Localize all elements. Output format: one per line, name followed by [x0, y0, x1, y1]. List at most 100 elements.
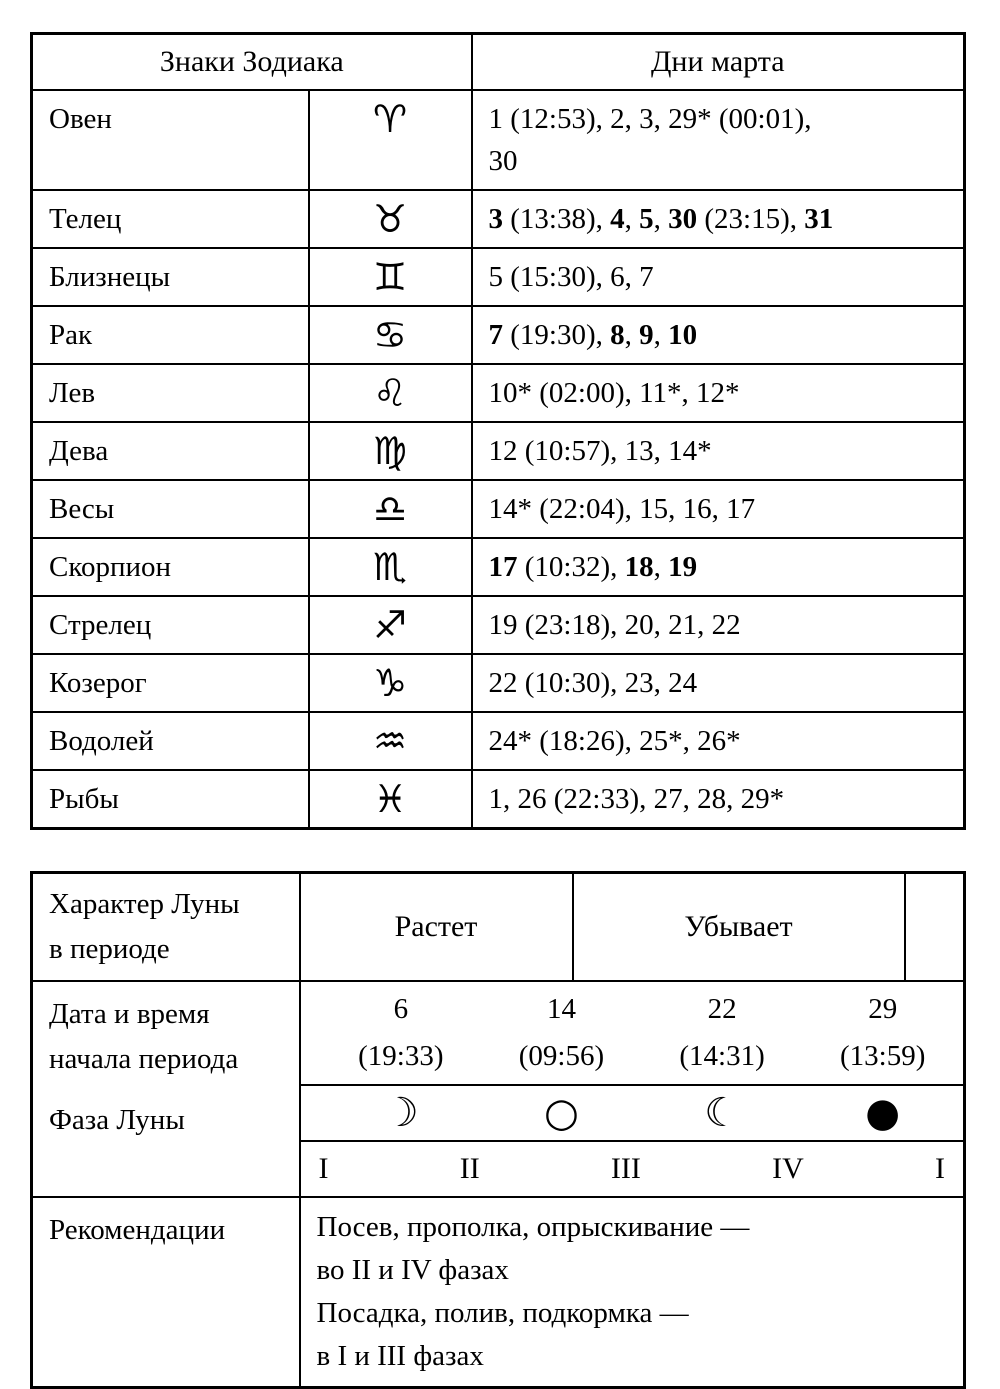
date-day: 29: [868, 992, 898, 1025]
recommendations-row: Рекомендации Посев, прополка, опрыскиван…: [30, 1195, 966, 1388]
day-segment: ,: [653, 550, 669, 583]
date-time: (13:59): [840, 1039, 926, 1072]
moon-character-row: Характер Луны в периоде Растет Убывает: [30, 871, 966, 982]
day-segment: 24* (18:26), 25*, 26*: [488, 724, 741, 757]
day-segment: 5: [639, 202, 654, 235]
cancer-icon: ♋: [307, 304, 473, 365]
date-day: 6: [393, 992, 409, 1025]
zodiac-row: Стрелец ♐ 19 (23:18), 20, 21, 22: [30, 594, 966, 655]
recommendation-item: Посев, прополка, опрыскивание — во II и …: [316, 1210, 750, 1286]
waxing-cell: Растет: [298, 871, 574, 982]
sign-days: 12 (10:57), 13, 14*: [470, 420, 966, 481]
day-segment: ,: [653, 318, 669, 351]
sign-days: 14* (22:04), 15, 16, 17: [470, 478, 966, 539]
period-start-date: 29 (13:59): [802, 986, 963, 1080]
date-time-label: Дата и время начала периода: [49, 997, 239, 1075]
sign-name: Рыбы: [30, 768, 310, 829]
quarter-numeral: I: [318, 1151, 329, 1185]
zodiac-row: Водолей ♒ 24* (18:26), 25*, 26*: [30, 710, 966, 771]
day-segment: (19:30),: [503, 318, 611, 351]
zodiac-row: Скорпион ♏ 17 (10:32), 18, 19: [30, 536, 966, 597]
recommendations-list: Посев, прополка, опрыскивание — во II и …: [317, 1206, 954, 1378]
zodiac-row: Козерог ♑ 22 (10:30), 23, 24: [30, 652, 966, 713]
sign-days: 1 (12:53), 2, 3, 29* (00:01), 30: [470, 88, 966, 191]
sign-name: Весы: [30, 478, 310, 539]
zodiac-row: Весы ♎ 14* (22:04), 15, 16, 17: [30, 478, 966, 539]
pisces-icon: ♓: [307, 768, 473, 829]
date-time: (09:56): [518, 1039, 605, 1072]
libra-icon: ♎: [307, 478, 473, 539]
day-segment: ,: [624, 318, 640, 351]
quarters-row: I II III IV I: [32, 1139, 966, 1198]
quarter-numeral: II: [459, 1151, 480, 1185]
day-segment: (10:32),: [517, 550, 625, 583]
moon-table: Характер Луны в периоде Растет Убывает Д…: [30, 870, 966, 1389]
day-segment: (23:15),: [697, 202, 805, 235]
sign-name: Дева: [30, 420, 310, 481]
zodiac-row: Дева ♍ 12 (10:57), 13, 14*: [30, 420, 966, 481]
aries-icon: ♈: [307, 88, 473, 191]
quarter-numeral: III: [610, 1151, 641, 1185]
sign-name: Лев: [30, 362, 310, 423]
sign-name: Водолей: [30, 710, 310, 771]
date-phase-label-cell: Дата и время начала периода Фаза Луны: [30, 979, 301, 1198]
empty-cell: [903, 871, 966, 982]
sagittarius-icon: ♐: [307, 594, 473, 655]
sign-days: 5 (15:30), 6, 7: [470, 246, 966, 307]
gemini-icon: ♊: [307, 246, 473, 307]
zodiac-table-body: Овен ♈ 1 (12:53), 2, 3, 29* (00:01), 30 …: [30, 88, 966, 829]
day-segment: 10* (02:00), 11*, 12*: [488, 376, 740, 409]
zodiac-row: Рак ♋ 7 (19:30), 8, 9, 10: [30, 304, 966, 365]
capricorn-icon: ♑: [307, 652, 473, 713]
date-day: 22: [707, 992, 737, 1025]
day-segment: 19 (23:18), 20, 21, 22: [488, 608, 741, 641]
dates-cell: 6 (19:33) 14 (09:56) 22 (14:31) 29 (13:59): [298, 979, 966, 1086]
sign-name: Скорпион: [30, 536, 310, 597]
zodiac-table: Знаки Зодиака Дни марта Овен ♈ 1 (12:53)…: [30, 32, 967, 830]
sign-name: Телец: [30, 188, 310, 249]
sign-days: 17 (10:32), 18, 19: [470, 536, 966, 597]
day-segment: 8: [610, 318, 625, 351]
sign-days: 3 (13:38), 4, 5, 30 (23:15), 31: [470, 188, 966, 249]
leo-icon: ♌: [307, 362, 473, 423]
recommendations-label: Рекомендации: [30, 1195, 301, 1388]
sign-days: 22 (10:30), 23, 24: [470, 652, 966, 713]
moon-character-label-cell: Характер Луны в периоде: [30, 871, 301, 982]
period-dates-row: Дата и время начала периода Фаза Луны 6 (…: [30, 979, 966, 1198]
day-segment: 1 (12:53), 2, 3, 29* (00:01), 30: [488, 102, 812, 177]
sign-name: Козерог: [30, 652, 310, 713]
dates-container: 6 (19:33) 14 (09:56) 22 (14:31) 29 (13:59): [301, 986, 964, 1080]
period-start-date: 6 (19:33): [321, 986, 482, 1080]
day-segment: ,: [653, 202, 669, 235]
waning-cell: Убывает: [571, 871, 906, 982]
zodiac-header-row: Знаки Зодиака Дни марта: [30, 32, 966, 91]
sign-name: Рак: [30, 304, 310, 365]
first-quarter-moon-icon: ☽: [382, 1089, 419, 1136]
sign-days: 24* (18:26), 25*, 26*: [470, 710, 966, 771]
day-segment: ,: [624, 202, 640, 235]
day-segment: 22 (10:30), 23, 24: [488, 666, 698, 699]
new-moon-icon: ●: [865, 1089, 901, 1136]
taurus-icon: ♉: [307, 188, 473, 249]
sign-name: Близнецы: [30, 246, 310, 307]
quarters-cell: I II III IV I: [298, 1139, 966, 1198]
day-segment: 30: [668, 202, 698, 235]
sign-days: 1, 26 (22:33), 27, 28, 29*: [470, 768, 966, 829]
phases-cell: ☽ ○ ☾ ●: [298, 1083, 966, 1142]
day-segment: 4: [610, 202, 625, 235]
moon-phase-label: Фаза Луны: [49, 1103, 185, 1136]
quarters-container: I II III IV I: [301, 1143, 964, 1195]
day-segment: 10: [668, 318, 698, 351]
recommendations-cell: Посев, прополка, опрыскивание — во II и …: [298, 1195, 966, 1388]
zodiac-row: Близнецы ♊ 5 (15:30), 6, 7: [30, 246, 966, 307]
day-segment: 31: [804, 202, 834, 235]
date-day: 14: [546, 992, 576, 1025]
sign-name: Стрелец: [30, 594, 310, 655]
virgo-icon: ♍: [307, 420, 473, 481]
day-segment: 12 (10:57), 13, 14*: [488, 434, 712, 467]
sign-name: Овен: [30, 88, 310, 191]
phases-container: ☽ ○ ☾ ●: [301, 1087, 964, 1139]
zodiac-row: Лев ♌ 10* (02:00), 11*, 12*: [30, 362, 966, 423]
sign-days: 7 (19:30), 8, 9, 10: [470, 304, 966, 365]
